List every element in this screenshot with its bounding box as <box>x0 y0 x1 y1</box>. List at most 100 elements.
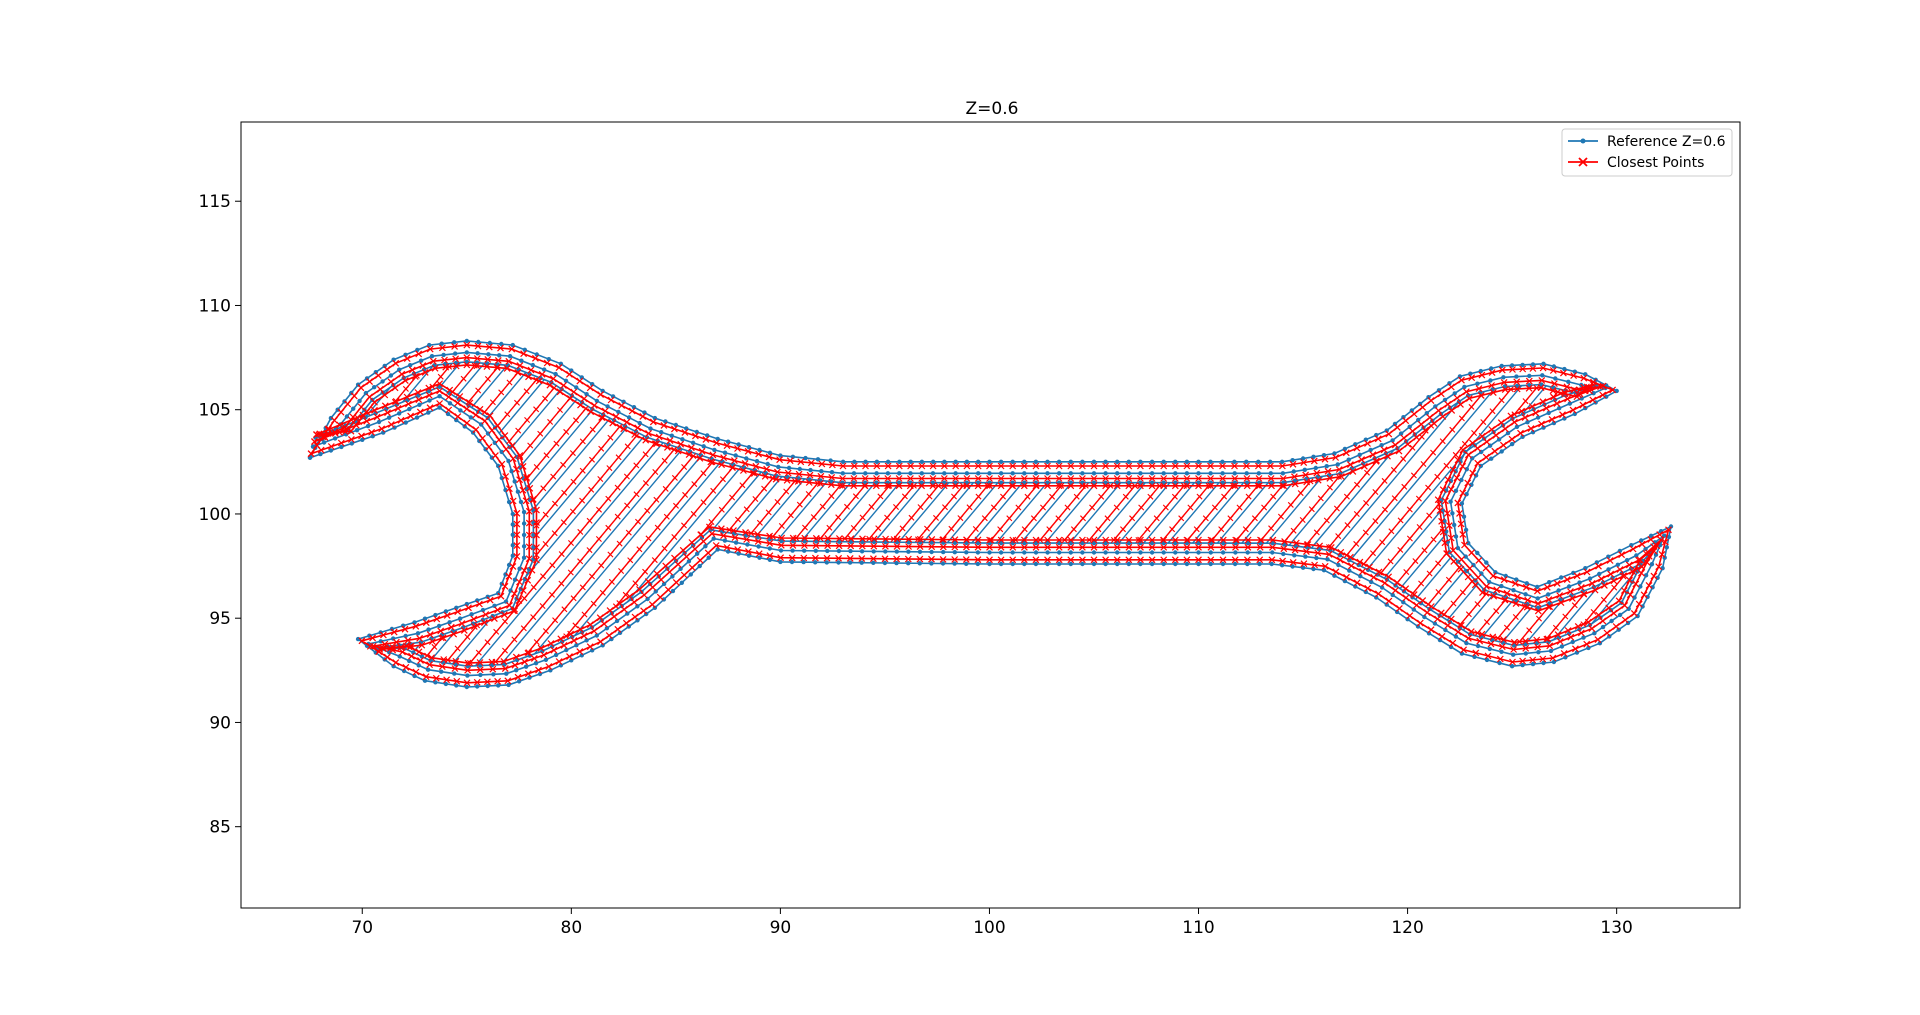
y-tick-label: 115 <box>199 192 231 212</box>
reference-point <box>1597 571 1602 577</box>
closest-hatch-point <box>1184 537 1191 543</box>
closest-point <box>1500 576 1508 584</box>
reference-point <box>918 540 923 545</box>
closest-point <box>484 355 492 363</box>
reference-point <box>1208 459 1213 464</box>
closest-point <box>366 378 374 386</box>
closest-point <box>1658 550 1666 558</box>
closest-point <box>1656 531 1664 539</box>
reference-point <box>917 561 922 566</box>
closest-hatch-point <box>561 489 568 496</box>
closest-point <box>1290 473 1298 481</box>
reference-point <box>733 540 739 545</box>
closest-hatch-point <box>636 546 643 553</box>
closest-point <box>797 458 805 466</box>
closest-point <box>503 364 511 372</box>
reference-point <box>1358 574 1363 579</box>
reference-hatch-line <box>487 371 527 419</box>
reference-hatch-line <box>995 482 1048 544</box>
closest-point <box>1490 592 1498 600</box>
closest-point <box>905 543 913 550</box>
reference-point <box>1103 459 1108 464</box>
closest-hatch-point <box>618 568 625 574</box>
closest-point <box>336 428 343 436</box>
closest-hatch-point <box>402 385 409 392</box>
closest-hatch-point <box>778 523 785 529</box>
closest-hatch-point <box>1082 482 1089 489</box>
reference-point <box>975 550 981 555</box>
closest-hatch-point <box>569 508 576 515</box>
closest-hatch-point <box>859 514 866 521</box>
closest-point <box>1449 546 1457 554</box>
closest-point <box>357 384 365 392</box>
closest-hatch-point <box>1469 578 1476 585</box>
closest-hatch-line <box>535 426 621 527</box>
reference-point <box>616 409 621 415</box>
reference-point <box>441 352 446 358</box>
closest-point <box>1605 604 1613 612</box>
closest-hatch-point <box>1545 604 1552 611</box>
reference-point <box>1138 471 1143 476</box>
closest-point <box>1534 643 1542 651</box>
reference-point <box>1591 391 1596 396</box>
closest-point <box>531 354 539 362</box>
closest-point <box>1219 536 1227 544</box>
reference-point <box>1068 459 1074 464</box>
reference-point <box>746 553 752 558</box>
reference-point <box>757 555 762 560</box>
closest-point <box>1638 540 1646 548</box>
closest-point <box>1090 462 1098 470</box>
closest-point <box>789 534 797 542</box>
closest-point <box>530 654 538 662</box>
closest-hatch-point <box>1364 469 1370 476</box>
closest-hatch-point <box>523 388 530 395</box>
reference-point <box>1161 471 1166 476</box>
closest-point <box>773 468 781 476</box>
reference-point <box>514 668 519 673</box>
y-tick-label: 110 <box>199 296 231 316</box>
closest-point <box>610 613 618 621</box>
closest-point <box>789 541 797 549</box>
closest-hatch-point <box>1242 526 1249 533</box>
closest-hatch-line <box>1497 605 1526 639</box>
closest-point <box>525 555 533 563</box>
closest-point <box>1491 447 1499 455</box>
closest-point <box>952 475 960 482</box>
closest-point <box>508 442 516 450</box>
closest-point <box>1665 526 1672 534</box>
closest-hatch-point <box>690 510 697 517</box>
closest-point <box>1583 640 1591 648</box>
closest-hatch-point <box>558 580 565 587</box>
reference-point <box>882 560 888 566</box>
closest-point <box>818 460 826 468</box>
reference-point <box>942 480 947 485</box>
reference-point <box>1324 464 1329 469</box>
closest-point <box>620 605 628 613</box>
closest-hatch-point <box>1120 526 1126 533</box>
closest-hatch-point <box>596 506 602 513</box>
closest-point <box>491 452 499 460</box>
closest-hatch-point <box>533 522 540 529</box>
closest-point <box>858 542 866 550</box>
closest-point <box>1171 556 1179 564</box>
reference-point <box>975 561 980 567</box>
closest-hatch-point <box>910 482 917 489</box>
closest-point <box>974 543 982 551</box>
closest-hatch-point <box>1254 482 1261 489</box>
closest-hatch-point <box>835 514 842 521</box>
closest-hatch-point <box>438 635 445 642</box>
reference-point <box>975 540 981 546</box>
reference-hatch-line <box>1430 569 1466 611</box>
closest-point <box>1375 568 1383 576</box>
reference-point <box>1452 522 1457 528</box>
closest-point <box>1543 583 1551 591</box>
closest-point <box>858 555 866 563</box>
reference-point <box>354 428 360 433</box>
closest-hatch-point <box>523 475 530 482</box>
closest-point <box>839 475 847 482</box>
x-tick-label: 120 <box>1391 918 1423 938</box>
reference-point <box>1115 561 1120 567</box>
closest-point <box>986 543 993 551</box>
closest-point <box>1325 550 1333 558</box>
reference-point <box>874 459 880 464</box>
